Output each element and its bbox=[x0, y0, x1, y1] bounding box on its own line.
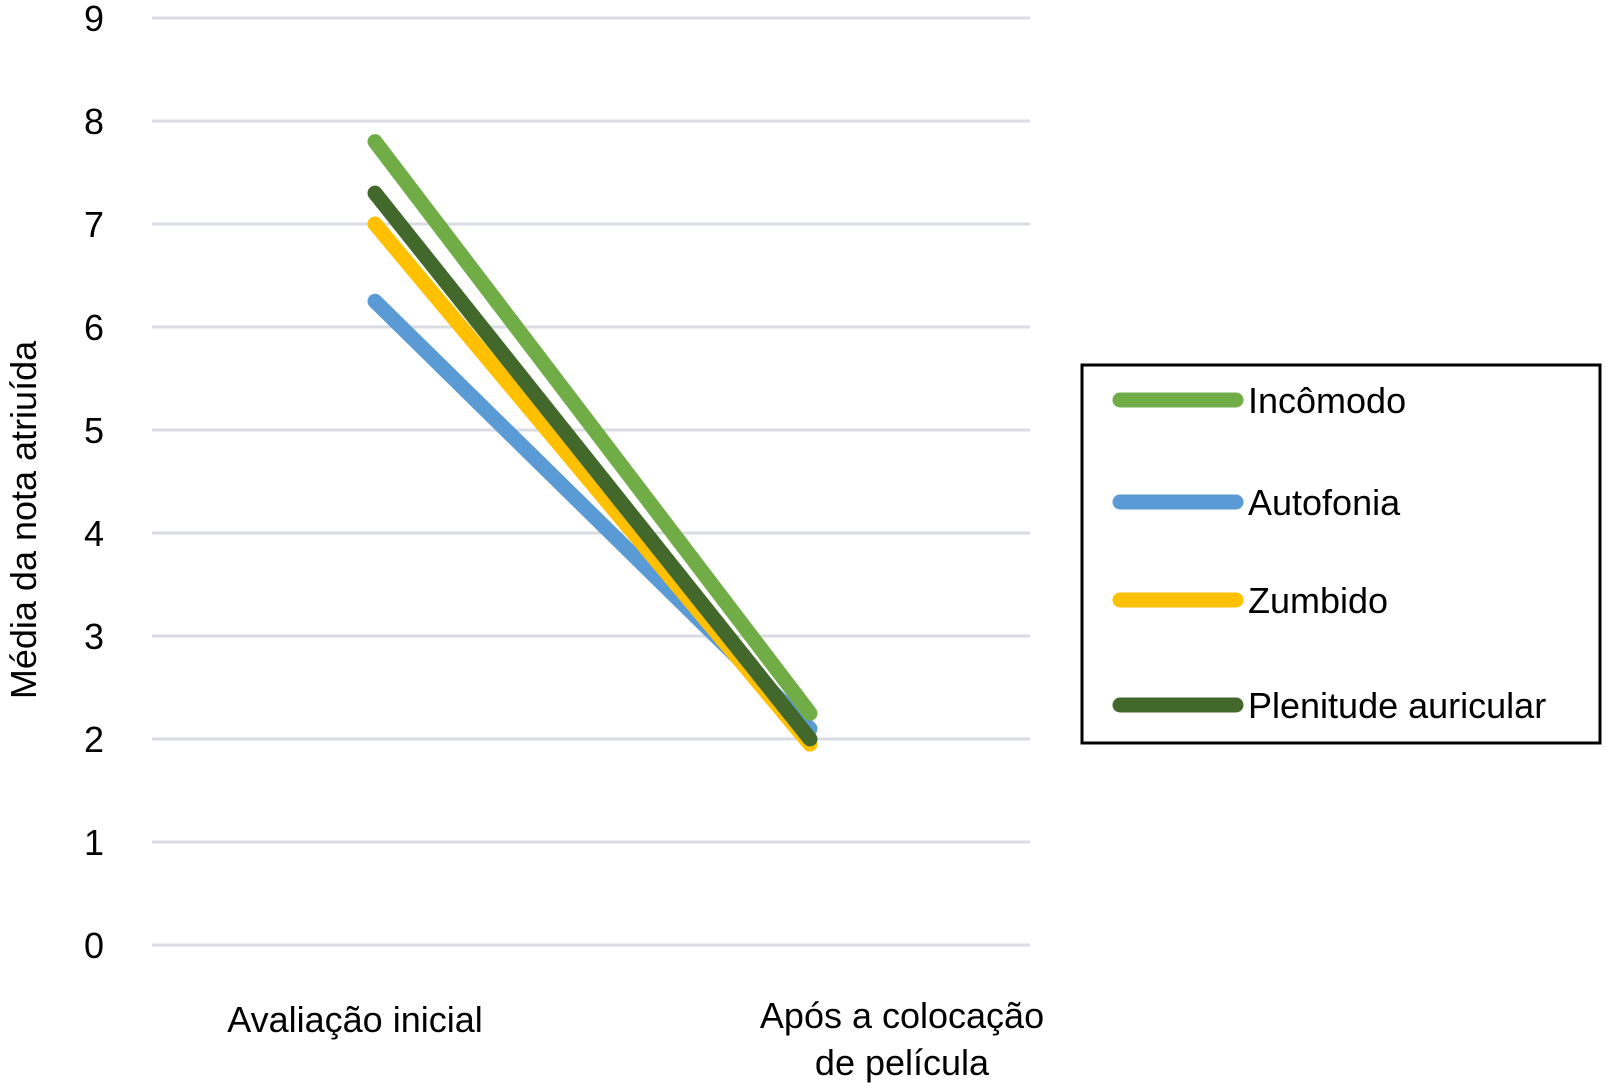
y-tick-label: 7 bbox=[84, 204, 104, 245]
y-tick-label: 1 bbox=[84, 822, 104, 863]
series-line-1 bbox=[367, 134, 818, 721]
y-tick-label: 8 bbox=[84, 101, 104, 142]
x-tick-labels: Avaliação inicial Após a colocação de pelí… bbox=[227, 995, 1044, 1083]
legend: Incômodo Autofonia Zumbido Plenitude auricu… bbox=[1080, 363, 1602, 745]
y-tick-label: 2 bbox=[84, 719, 104, 760]
y-tick-label: 6 bbox=[84, 307, 104, 348]
legend-label: Autofonia bbox=[1248, 482, 1401, 523]
x-tick-label: Após a colocação de película bbox=[760, 995, 1044, 1083]
y-tick-labels: 0 1 2 3 4 5 6 7 8 9 bbox=[84, 0, 104, 966]
y-tick-label: 0 bbox=[84, 925, 104, 966]
legend-label: Plenitude auricular bbox=[1248, 685, 1546, 726]
y-axis-title: Média da nota atriuída bbox=[3, 340, 44, 699]
y-tick-label: 9 bbox=[84, 0, 104, 39]
y-tick-label: 5 bbox=[84, 410, 104, 451]
series-line-4 bbox=[367, 185, 818, 747]
legend-box bbox=[1080, 363, 1602, 745]
series-lines bbox=[367, 134, 818, 752]
x-tick-label: Avaliação inicial bbox=[227, 999, 482, 1040]
legend-label: Incômodo bbox=[1248, 380, 1406, 421]
y-tick-label: 4 bbox=[84, 513, 104, 554]
y-tick-label: 3 bbox=[84, 616, 104, 657]
legend-label: Zumbido bbox=[1248, 580, 1388, 621]
